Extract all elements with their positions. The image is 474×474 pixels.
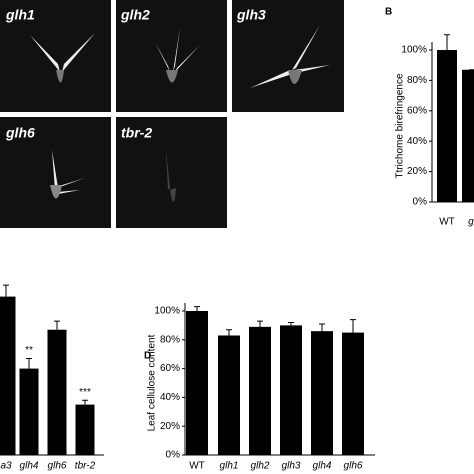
photo [0,0,111,112]
photo [116,117,227,228]
photos [0,0,344,228]
bar [437,50,457,202]
x-tick-label: glh3 [282,461,301,472]
y-tick-label: 80% [160,334,180,345]
y-tick-label: 80% [407,75,427,86]
bar [19,368,39,455]
x-tick-label: gl [468,217,474,228]
y-tick-label: 40% [407,136,427,147]
panel-label: D [144,351,151,362]
photo-label: glh2 [120,7,150,23]
y-tick-label: 40% [160,392,180,403]
y-axis-label: Ttrichome birefringence [395,73,406,178]
error-bar [54,320,60,330]
bar [186,311,208,455]
bar [75,404,95,455]
error-bar [444,34,450,50]
bar [249,326,271,455]
bar [462,69,474,202]
x-tick-label: WT [439,217,455,228]
x-tick-label: tbr-2 [75,461,96,472]
x-tick-label: glh6 [344,461,363,472]
y-tick-label: 0% [166,450,181,461]
significance: ** [25,345,33,356]
photo-label: glh3 [236,7,266,23]
error-bar [319,323,325,332]
x-tick-label: WT [189,461,205,472]
error-bar [226,329,232,336]
bar [311,331,333,455]
significance: *** [79,387,91,398]
error-bar [26,358,32,369]
error-bar [194,306,200,311]
bar [280,325,302,455]
error-bar [82,399,88,405]
error-bar [288,322,294,326]
photo [116,0,227,112]
photo-label: glh1 [5,7,35,23]
photo-label: tbr-2 [121,125,152,141]
y-axis-label: Leaf cellulose content [147,334,158,431]
bar [47,329,67,455]
error-bar [3,284,9,297]
x-tick-label: a3 [0,461,12,472]
y-tick-label: 0% [413,197,428,208]
y-tick-label: 100% [154,306,180,317]
bar [0,296,16,455]
x-tick-label: glh4 [313,461,332,472]
photo-label: glh6 [5,125,35,141]
panel-label: B [385,7,392,18]
x-tick-label: glh1 [220,461,239,472]
y-tick-label: 20% [407,166,427,177]
y-tick-label: 20% [160,421,180,432]
error-bar [350,319,356,333]
x-tick-label: glh2 [251,461,270,472]
photo [232,0,344,112]
bar [218,335,240,455]
y-tick-label: 60% [160,363,180,374]
y-tick-label: 60% [407,105,427,116]
x-tick-label: glh6 [48,461,67,472]
bar [342,332,364,455]
x-tick-label: glh4 [20,461,39,472]
y-tick-label: 100% [401,45,427,56]
error-bar [257,320,263,327]
